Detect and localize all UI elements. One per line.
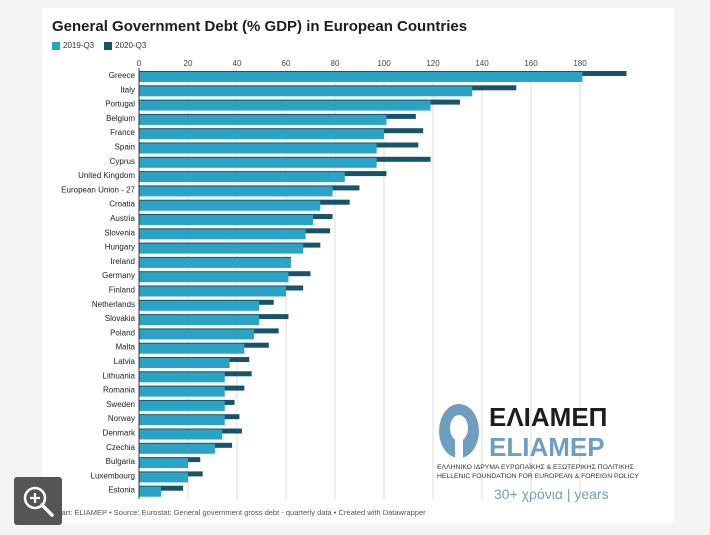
x-tick-label: 0 (137, 59, 142, 68)
category-label: United Kingdom (78, 171, 135, 180)
category-label: Croatia (109, 200, 135, 209)
legend-label-2019: 2019-Q3 (63, 41, 95, 50)
zoom-button[interactable] (14, 477, 62, 525)
bar-2019-q3 (139, 114, 387, 125)
category-label: Portugal (105, 100, 135, 109)
category-label: Spain (115, 143, 135, 152)
x-tick-label: 80 (331, 59, 340, 68)
bar-2019-q3 (139, 86, 473, 97)
category-label: Luxembourg (91, 471, 135, 480)
category-label: Austria (110, 214, 135, 223)
category-label: Lithuania (103, 371, 136, 380)
legend-swatch-2020 (104, 41, 113, 50)
logo-greek-text: ΕΛΙΑΜΕΠ (489, 402, 607, 432)
category-label: Malta (115, 343, 135, 352)
category-label: Sweden (106, 400, 135, 409)
category-label: Latvia (114, 357, 136, 366)
logo-years-text: 30+ χρόνια | years (494, 486, 609, 502)
bar-2019-q3 (139, 358, 230, 368)
x-tick-label: 20 (184, 59, 193, 68)
legend: 2019-Q3 2020-Q3 (52, 41, 146, 50)
logo-latin-text: ELIAMEP (489, 432, 605, 462)
bar-2019-q3 (139, 215, 313, 225)
bar-2019-q3 (139, 229, 306, 240)
x-tick-label: 140 (475, 59, 489, 68)
category-label: Czechia (106, 443, 135, 452)
category-label: France (110, 128, 135, 137)
category-label: Bulgaria (106, 457, 136, 466)
bar-2019-q3 (139, 157, 377, 168)
bar-2019-q3 (139, 129, 384, 140)
bar-2019-q3 (139, 458, 188, 469)
bar-2019-q3 (139, 243, 304, 254)
bar-2019-q3 (139, 300, 260, 311)
bar-chart: 0 20 40 60 80 100 120 140 160 180 Greece Italy Portu… (61, 59, 627, 499)
category-label: European Union - 27 (61, 185, 135, 194)
category-label: Ireland (111, 257, 135, 266)
x-tick-label: 120 (426, 59, 440, 68)
category-label: Greece (109, 71, 136, 80)
legend-item-2020: 2020-Q3 (104, 41, 146, 50)
category-label: Romania (103, 386, 136, 395)
legend-swatch-2019 (52, 41, 60, 50)
bar-2019-q3 (139, 486, 162, 497)
category-label: Finland (109, 286, 135, 295)
x-tick-label: 100 (377, 59, 391, 68)
legend-label-2020: 2020-Q3 (115, 41, 147, 50)
chart-card: General Government Debt (% GDP) in Europ… (42, 8, 674, 523)
bar-2019-q3 (139, 272, 289, 283)
bar-2019-q3 (139, 172, 345, 183)
bar-2019-q3 (139, 429, 223, 440)
category-label: Netherlands (92, 300, 135, 309)
chart-title: General Government Debt (% GDP) in Europ… (52, 18, 468, 35)
category-label: Estonia (108, 486, 135, 495)
bar-2019-q3 (139, 443, 215, 454)
category-label: Hungary (105, 243, 135, 252)
x-tick-label: 60 (282, 59, 291, 68)
category-label: Germany (102, 271, 135, 280)
logo-tagline-greek: ΕΛΛΗΝΙΚΟ ΙΔΡΥΜΑ ΕΥΡΩΠΑΪΚΗΣ & ΕΞΩΤΕΡΙΚΗΣ … (437, 463, 634, 471)
bar-2019-q3 (139, 186, 333, 197)
bar-2019-q3 (139, 372, 225, 383)
category-label: Denmark (103, 429, 136, 438)
bar-2019-q3 (139, 386, 225, 397)
x-tick-label: 180 (573, 59, 587, 68)
category-label: Slovenia (104, 228, 135, 237)
bar-2019-q3 (139, 315, 260, 326)
eliamep-logo: ΕΛΙΑΜΕΠ ELIAMEP ΕΛΛΗΝΙΚΟ ΙΔΡΥΜΑ ΕΥΡΩΠΑΪΚ… (437, 398, 667, 508)
bar-2019-q3 (139, 143, 377, 154)
bar-2019-q3 (139, 415, 225, 426)
bar-2019-q3 (139, 472, 188, 483)
category-label: Belgium (106, 114, 135, 123)
category-label: Italy (120, 85, 135, 94)
category-label: Poland (110, 328, 135, 337)
x-tick-label: 160 (524, 59, 538, 68)
logo-tagline-english: HELLENIC FOUNDATION FOR EUROPEAN & FOREI… (437, 473, 639, 480)
bar-2019-q3 (139, 343, 245, 354)
chart-footer: Chart: ELIAMEP • Source: Eurostat: Gener… (52, 508, 426, 517)
category-label: Norway (108, 414, 135, 423)
legend-item-2019: 2019-Q3 (52, 41, 94, 50)
bar-2019-q3 (139, 400, 225, 411)
bar-2019-q3 (139, 72, 583, 82)
x-tick-label: 40 (233, 59, 242, 68)
bar-2019-q3 (139, 100, 431, 111)
bar-2019-q3 (139, 200, 321, 211)
bar-2019-q3 (139, 329, 255, 340)
logo-emblem-icon (439, 404, 479, 460)
bar-2019-q3 (139, 286, 286, 297)
bar-2019-q3 (139, 257, 291, 268)
category-label: Slovakia (105, 314, 136, 323)
logo-graphic: ΕΛΙΑΜΕΠ ELIAMEP ΕΛΛΗΝΙΚΟ ΙΔΡΥΜΑ ΕΥΡΩΠΑΪΚ… (437, 402, 639, 502)
category-label: Cyprus (110, 157, 135, 166)
zoom-in-icon (23, 486, 54, 517)
